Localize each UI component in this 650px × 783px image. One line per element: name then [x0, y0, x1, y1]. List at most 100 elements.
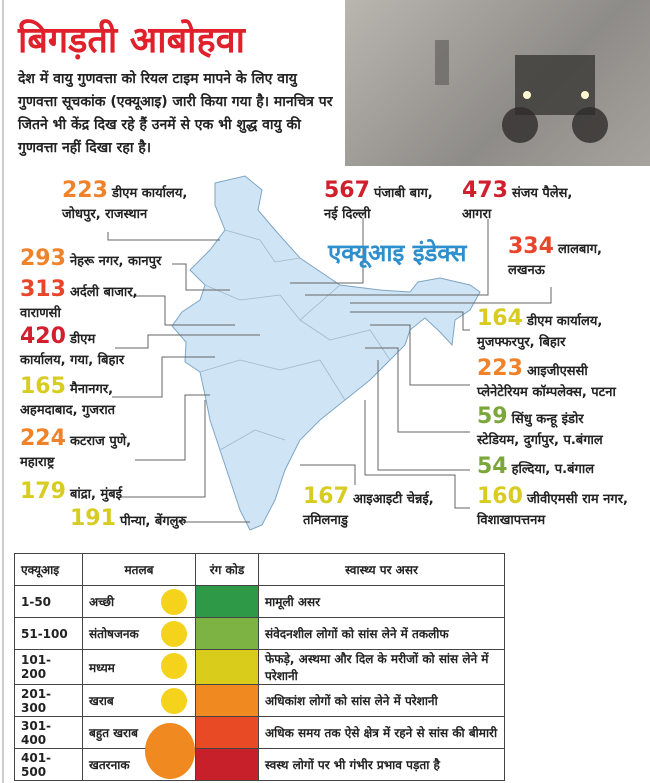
aqi-meaning-cell: खराब: [82, 684, 196, 717]
station-place-line2: अहमदाबाद, गुजरात: [20, 403, 116, 418]
aqi-meaning-cell: बहुत खराब: [82, 716, 196, 779]
aqi-meaning: अच्छी: [89, 595, 115, 609]
page-title: बिगड़ती आबोहवा: [18, 20, 245, 61]
aqi-meaning: बहुत खराब: [89, 726, 138, 740]
station-label: 293 नेहरू नगर, कानपुर: [20, 248, 161, 272]
station-place-line2: स्टेडियम, दुर्गापुर, प.बंगाल: [477, 433, 603, 448]
aqi-meaning: खतरनाक: [89, 758, 130, 772]
station-place-line2: लखनऊ: [508, 263, 545, 278]
aqi-value: 313: [20, 277, 66, 302]
grimace-face-icon: [161, 688, 187, 714]
station-place: संजय पैलेस,: [511, 186, 573, 201]
aqi-value: 293: [20, 246, 66, 271]
station-label: 59 सिंधु कन्हू इंडोर स्टेडियम, दुर्गापुर, …: [477, 406, 603, 451]
station-place: जीवीएमसी राम नगर,: [526, 492, 628, 507]
station-label: 223 डीएम कार्यालय, जोधपुर, राजस्थान: [62, 180, 187, 225]
color-swatch: [195, 617, 259, 650]
station-label: 420 डीएम कार्यालय, गया, बिहार: [20, 326, 124, 371]
health-effect: अधिक समय तक ऐसे क्षेत्र में रहने से सांस…: [258, 716, 505, 749]
station-place: डीएम: [69, 332, 96, 347]
station-place: नेहरू नगर, कानपुर: [69, 254, 162, 269]
aqi-meaning-cell: संतोषजनक: [82, 617, 196, 650]
station-label: 473 संजय पैलेस, आगरा: [462, 180, 572, 225]
table-row: 101-200 मध्यम फेफड़े, अस्थमा और दिल के म…: [14, 649, 505, 685]
table-row: 1-50 अच्छी मामूली असर: [14, 585, 505, 618]
health-effect: मामूली असर: [258, 585, 505, 618]
aqi-value: 334: [508, 234, 554, 259]
photo-illustration: [435, 40, 608, 143]
aqi-range: 301-400: [14, 716, 83, 749]
station-label: 164 डीएम कार्यालय, मुजफ्फरपुर, बिहार: [477, 308, 602, 353]
station-place: पीन्या, बेंगलुरु: [119, 514, 187, 529]
station-place: बांद्रा, मुंबई: [69, 487, 123, 502]
state-borders: [199, 229, 391, 451]
header-meaning: मतलब: [82, 553, 196, 586]
intro-text: देश में वायु गुणवत्ता को रियल टाइम मापने…: [18, 71, 333, 156]
aqi-value: 223: [62, 178, 108, 203]
happy-face-icon: [161, 589, 187, 615]
india-outline: [171, 175, 481, 531]
aqi-range: 101-200: [14, 649, 83, 685]
aqi-value: 59: [477, 404, 508, 429]
color-swatch: [195, 684, 259, 717]
content-face-icon: [161, 621, 187, 647]
station-place: डीएम कार्यालय,: [111, 186, 188, 201]
smog-tractor-photo: [345, 0, 650, 166]
header-aqi: एक्यूआइ: [14, 553, 83, 586]
aqi-value: 191: [70, 506, 116, 531]
station-place: कटराज पुणे,: [69, 434, 132, 449]
station-label: 160 जीवीएमसी राम नगर, विशाखापत्तनम: [477, 486, 628, 531]
station-place: आइजीएससी: [526, 364, 588, 379]
station-label: 224 कटराज पुणे, महाराष्ट्र: [20, 428, 131, 473]
station-place-line2: वाराणसी: [20, 306, 61, 321]
station-label: 191 पीन्या, बेंगलुरु: [70, 508, 186, 532]
leader-lines: [107, 218, 552, 523]
color-swatch: [195, 716, 259, 749]
aqi-value: 420: [20, 324, 66, 349]
aqi-value: 160: [477, 484, 523, 509]
aqi-value: 473: [462, 178, 508, 203]
aqi-range: 1-50: [14, 585, 83, 618]
table-row: 401-500 खतरनाक स्वस्थ लोगों पर भी गंभीर …: [14, 748, 505, 781]
station-place-line2: मुजफ्फरपुर, बिहार: [477, 335, 566, 350]
station-label: 167 आइआइटी चेन्नई, तमिलनाडु: [303, 486, 434, 531]
station-label: 313 अर्दली बाजार, वाराणसी: [20, 279, 138, 324]
station-label: 334 लालबाग, लखनऊ: [508, 236, 602, 281]
aqi-meaning: संतोषजनक: [89, 627, 139, 641]
color-swatch: [195, 649, 259, 685]
aqi-index-heading: एक्यूआइ इंडेक्स: [328, 239, 467, 267]
station-place-line2: महाराष्ट्र: [20, 455, 55, 470]
page-border: [2, 0, 4, 783]
aqi-legend-table: एक्यूआइ मतलब रंग कोड स्वास्थ्य पर असर 1-…: [14, 553, 505, 781]
health-effect: स्वस्थ लोगों पर भी गंभीर प्रभाव पड़ता है: [258, 748, 505, 781]
station-place-line2: कार्यालय, गया, बिहार: [20, 353, 125, 368]
header-health-effect: स्वास्थ्य पर असर: [258, 553, 505, 586]
header-color-code: रंग कोड: [195, 553, 259, 586]
aqi-value: 165: [20, 374, 66, 399]
station-place-line2: जोधपुर, राजस्थान: [62, 207, 148, 222]
station-place: अर्दली बाजार,: [69, 285, 138, 300]
india-map: [107, 175, 552, 531]
table-row: 201-300 खराब अधिकांश लोगों को सांस लेने …: [14, 684, 505, 717]
aqi-value: 224: [20, 426, 66, 451]
aqi-value: 167: [303, 484, 349, 509]
aqi-range: 401-500: [14, 748, 83, 781]
aqi-meaning: खराब: [89, 694, 114, 708]
station-place: डीएम कार्यालय,: [526, 314, 603, 329]
table-row: 301-400 बहुत खराब अधिक समय तक ऐसे क्षेत्…: [14, 716, 505, 779]
station-place: पंजाबी बाग,: [373, 186, 433, 201]
station-place-line2: नई दिल्ली: [324, 207, 371, 222]
station-label: 223 आइजीएससी प्लेनेटेरियम कॉम्पलेक्स, पटना: [477, 358, 616, 403]
station-label: 165 मैनानगर, अहमदाबाद, गुजरात: [20, 376, 115, 421]
color-swatch: [195, 748, 259, 781]
station-label: 54 हल्दिया, प.बंगाल: [477, 456, 594, 480]
station-place: सिंधु कन्हू इंडोर: [511, 412, 584, 427]
devil-face-icon: [145, 723, 195, 779]
station-place-line2: विशाखापत्तनम: [477, 513, 546, 528]
aqi-value: 223: [477, 356, 523, 381]
station-place: मैनानगर,: [69, 382, 114, 397]
station-place: लालबाग,: [557, 242, 602, 257]
station-place: हल्दिया, प.बंगाल: [511, 462, 595, 477]
station-place-line2: आगरा: [462, 207, 492, 222]
station-place: आइआइटी चेन्नई,: [352, 492, 434, 507]
